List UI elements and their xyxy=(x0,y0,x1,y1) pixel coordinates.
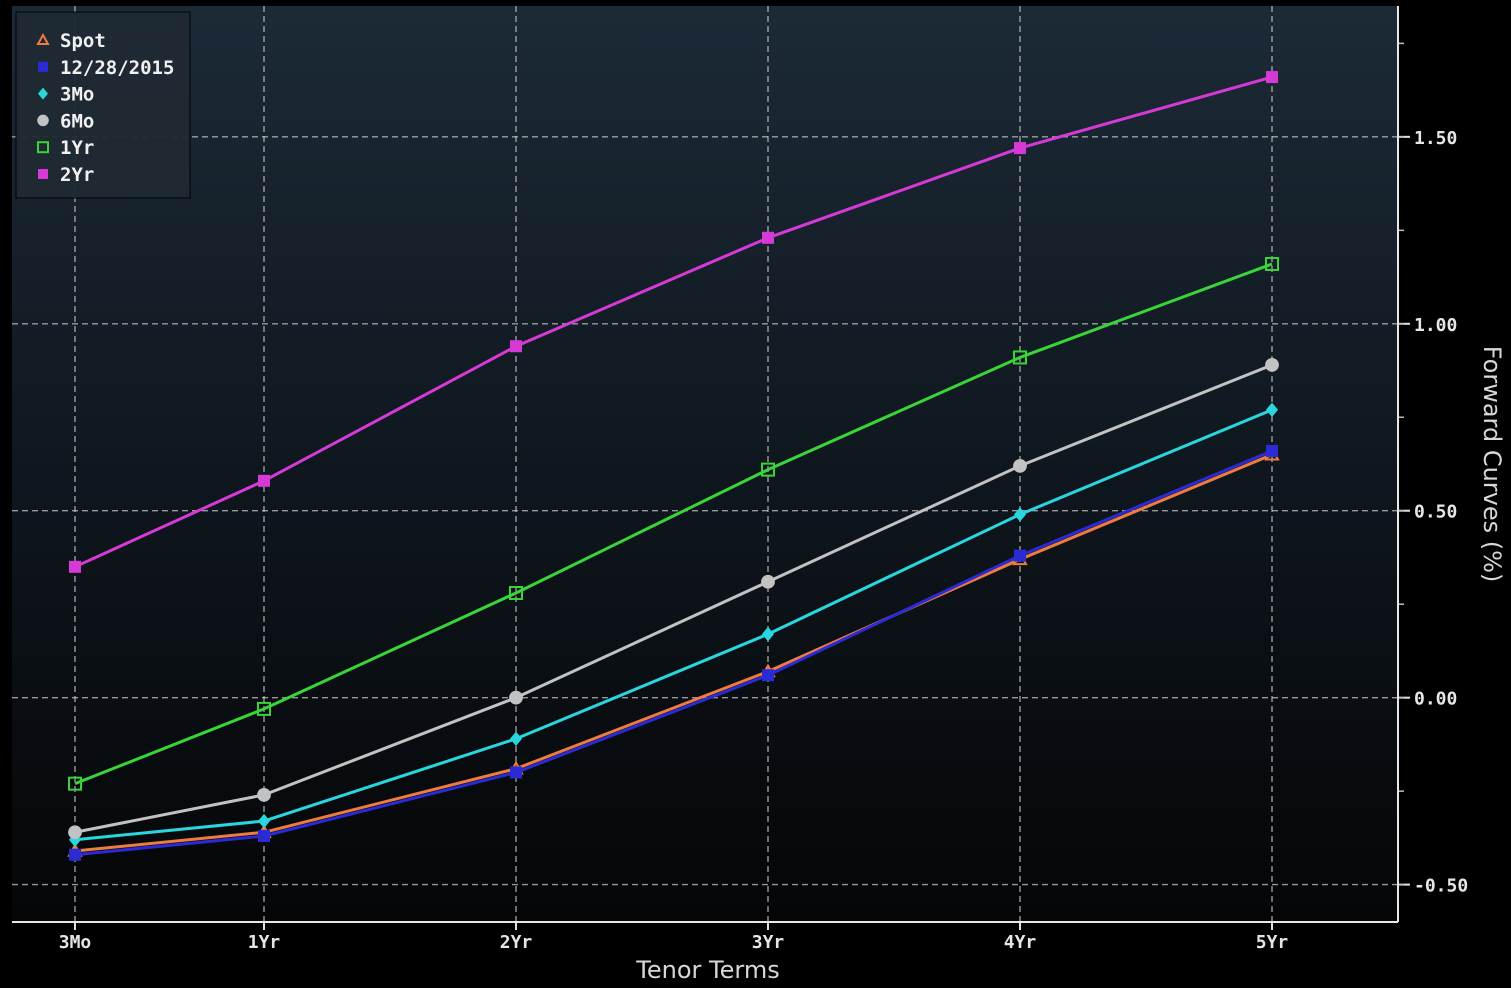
data-point xyxy=(1013,350,1027,365)
legend-label: 2Yr xyxy=(60,164,94,186)
legend-marker xyxy=(36,32,50,45)
legend-label: 12/28/2015 xyxy=(60,57,174,79)
data-point xyxy=(1265,358,1279,372)
x-tick-label: 3Yr xyxy=(752,932,785,953)
y-tick-label: 1.00 xyxy=(1414,315,1457,336)
data-point xyxy=(69,560,81,573)
series-line xyxy=(74,75,1273,569)
data-point xyxy=(1014,507,1026,522)
x-tick-label: 3Mo xyxy=(59,932,92,953)
series-line xyxy=(74,363,1273,834)
data-point xyxy=(257,787,271,802)
data-point xyxy=(509,690,523,705)
series-3 xyxy=(68,358,1279,840)
y-tick-label: 0.50 xyxy=(1414,502,1457,523)
y-tick-label: -0.50 xyxy=(1414,876,1468,897)
x-tick-label: 2Yr xyxy=(500,932,533,953)
series-5 xyxy=(69,71,1278,573)
data-point xyxy=(1014,142,1026,155)
series-4 xyxy=(68,256,1279,791)
legend: Spot 12/28/2015 3Mo 6Mo 1Yr 2Yr xyxy=(15,11,191,199)
y-tick-label: 1.50 xyxy=(1414,128,1457,149)
data-point xyxy=(1266,71,1278,84)
plot-background xyxy=(12,6,1398,922)
series-layer xyxy=(67,71,1280,861)
data-point xyxy=(68,776,82,791)
series-line xyxy=(74,449,1273,857)
data-point xyxy=(1013,458,1027,473)
legend-marker xyxy=(37,114,49,127)
legend-marker xyxy=(37,141,49,154)
data-point xyxy=(509,585,523,600)
grid xyxy=(12,6,1398,922)
data-point xyxy=(761,462,775,477)
data-point xyxy=(762,626,774,642)
data-point xyxy=(257,701,271,716)
series-line xyxy=(74,453,1273,853)
data-point xyxy=(69,848,81,861)
series-line xyxy=(74,408,1273,842)
data-point xyxy=(1266,444,1278,457)
legend-marker xyxy=(38,169,48,179)
data-point xyxy=(258,813,270,829)
legend-label: 3Mo xyxy=(60,84,94,106)
data-point xyxy=(510,731,522,746)
data-point xyxy=(258,830,270,843)
data-point xyxy=(68,825,82,840)
axes: 3Mo 1Yr 2Yr 3Yr 4Yr 5Yr -0.50 0.00 0.50 1.00 1.50 xyxy=(12,6,1468,953)
data-point xyxy=(762,669,774,682)
legend-label: Spot xyxy=(60,30,106,52)
legend-marker xyxy=(38,61,48,72)
legend-label: 6Mo xyxy=(60,110,94,132)
data-point xyxy=(762,231,774,244)
x-tick-label: 1Yr xyxy=(248,932,281,953)
y-tick-label: 0.00 xyxy=(1414,689,1457,710)
data-point xyxy=(510,766,522,779)
data-point xyxy=(1266,402,1278,417)
series-line xyxy=(74,262,1273,786)
data-point xyxy=(1014,549,1026,562)
y-axis-title: Forward Curves (%) xyxy=(1478,346,1506,583)
series-1 xyxy=(69,444,1278,861)
data-point xyxy=(510,340,522,353)
x-tick-label: 4Yr xyxy=(1004,932,1037,953)
legend-marker xyxy=(38,87,48,100)
data-point xyxy=(1265,256,1279,271)
x-tick-label: 5Yr xyxy=(1256,932,1289,953)
x-axis-title: Tenor Terms xyxy=(635,956,779,984)
legend-label: 1Yr xyxy=(60,137,94,159)
data-point xyxy=(258,474,270,487)
data-point xyxy=(761,574,775,589)
